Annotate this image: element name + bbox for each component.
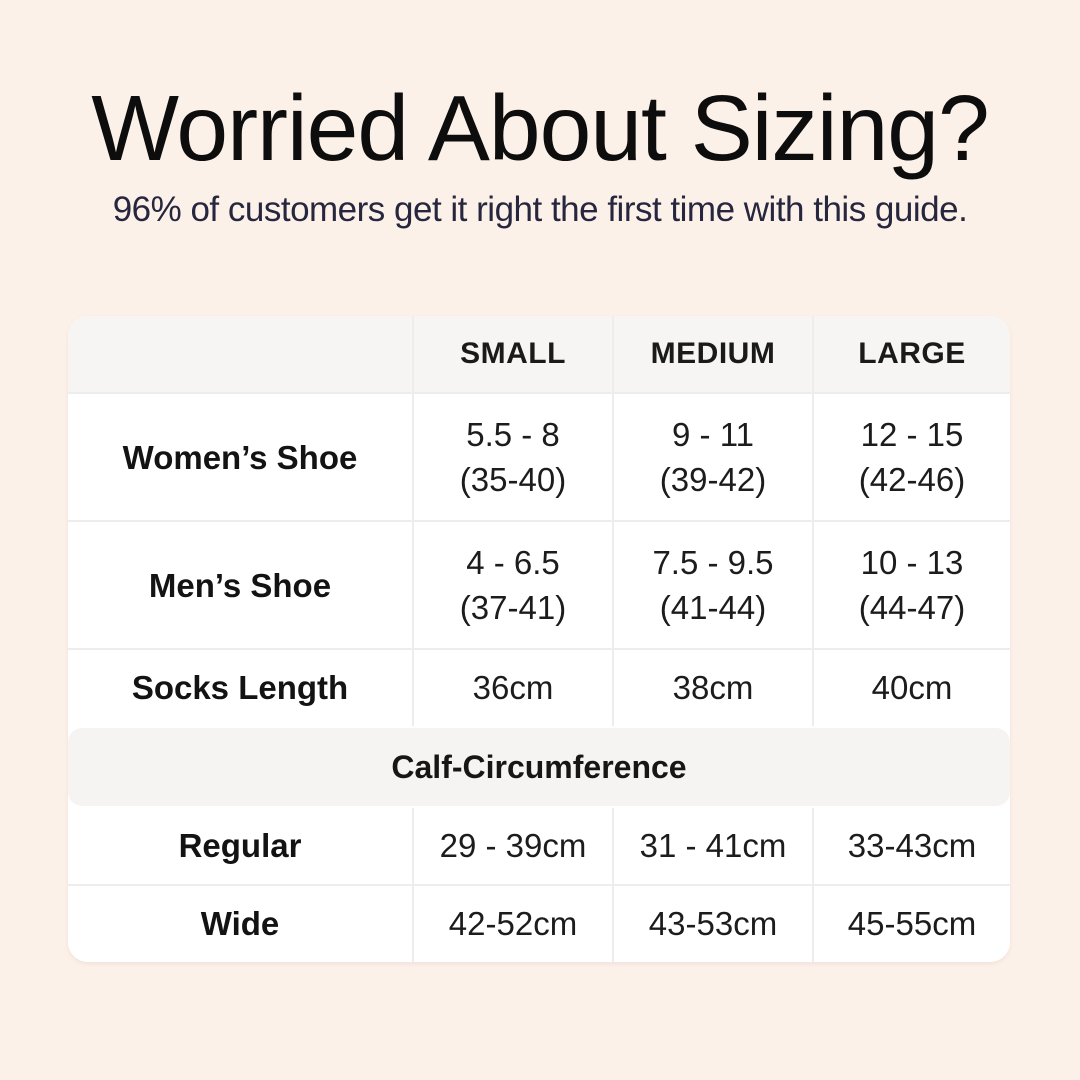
page-subtitle: 96% of customers get it right the first …: [112, 190, 968, 230]
table-cell: 43-53cm: [612, 886, 812, 962]
table-cell: 12 - 15 (42-46): [812, 394, 1010, 520]
table-cell: 9 - 11 (39-42): [612, 394, 812, 520]
table-cell: 10 - 13 (44-47): [812, 522, 1010, 648]
size-chart-table: SMALL MEDIUM LARGE Women’s Shoe 5.5 - 8 …: [68, 316, 1010, 962]
cell-line-eu: (39-42): [659, 461, 767, 498]
cell-line-sizes: 7.5 - 9.5: [652, 544, 774, 581]
cell-line-sizes: 5.5 - 8: [466, 416, 560, 453]
header-cell-large: LARGE: [812, 316, 1010, 392]
cell-line-eu: (37-41): [459, 589, 567, 626]
header-cell-medium: MEDIUM: [612, 316, 812, 392]
row-label: Women’s Shoe: [68, 394, 412, 520]
header-cell-blank: [68, 316, 412, 392]
table-cell: 4 - 6.5 (37-41): [412, 522, 612, 648]
section-header-label: Calf-Circumference: [391, 748, 687, 785]
row-label: Socks Length: [68, 650, 412, 726]
cell-line-sizes: 10 - 13: [860, 544, 964, 581]
cell-line-sizes: 9 - 11: [672, 416, 754, 453]
section-header-calf-circumference: Calf-Circumference: [68, 728, 1010, 806]
row-label: Wide: [68, 886, 412, 962]
row-label: Men’s Shoe: [68, 522, 412, 648]
table-cell: 33-43cm: [812, 808, 1010, 884]
table-row-socks-length: Socks Length 36cm 38cm 40cm: [68, 648, 1010, 726]
table-cell: 38cm: [612, 650, 812, 726]
page-title: Worried About Sizing?: [91, 76, 989, 180]
cell-line-sizes: 4 - 6.5: [466, 544, 560, 581]
cell-line-sizes: 12 - 15: [860, 416, 964, 453]
table-cell: 40cm: [812, 650, 1010, 726]
table-cell: 45-55cm: [812, 886, 1010, 962]
cell-line-eu: (35-40): [459, 461, 567, 498]
table-header-row: SMALL MEDIUM LARGE: [68, 316, 1010, 392]
table-row-regular: Regular 29 - 39cm 31 - 41cm 33-43cm: [68, 808, 1010, 884]
table-cell: 29 - 39cm: [412, 808, 612, 884]
table-cell: 31 - 41cm: [612, 808, 812, 884]
table-row-mens-shoe: Men’s Shoe 4 - 6.5 (37-41) 7.5 - 9.5 (41…: [68, 520, 1010, 648]
row-label: Regular: [68, 808, 412, 884]
table-row-womens-shoe: Women’s Shoe 5.5 - 8 (35-40) 9 - 11 (39-…: [68, 392, 1010, 520]
table-row-wide: Wide 42-52cm 43-53cm 45-55cm: [68, 884, 1010, 962]
cell-line-eu: (41-44): [659, 589, 767, 626]
table-cell: 5.5 - 8 (35-40): [412, 394, 612, 520]
table-cell: 7.5 - 9.5 (41-44): [612, 522, 812, 648]
cell-line-eu: (42-46): [858, 461, 966, 498]
table-cell: 36cm: [412, 650, 612, 726]
cell-line-eu: (44-47): [858, 589, 966, 626]
header-cell-small: SMALL: [412, 316, 612, 392]
table-cell: 42-52cm: [412, 886, 612, 962]
